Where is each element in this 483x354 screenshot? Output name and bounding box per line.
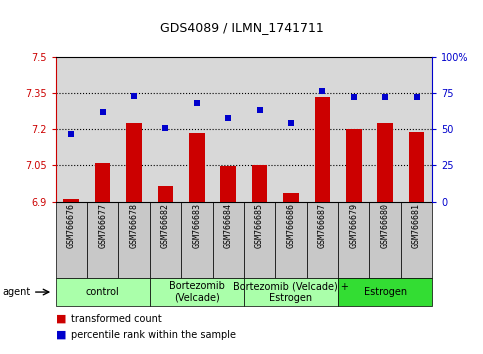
Bar <box>63 199 79 202</box>
Bar <box>314 97 330 202</box>
Bar <box>377 123 393 202</box>
Point <box>68 131 75 136</box>
Text: Estrogen: Estrogen <box>364 287 407 297</box>
Bar <box>220 166 236 202</box>
Text: ■: ■ <box>56 314 66 324</box>
Bar <box>95 163 111 202</box>
Text: Bortezomib (Velcade) +
Estrogen: Bortezomib (Velcade) + Estrogen <box>233 281 349 303</box>
Text: agent: agent <box>2 287 30 297</box>
Point <box>130 93 138 99</box>
Point <box>161 125 170 131</box>
Text: percentile rank within the sample: percentile rank within the sample <box>71 330 236 339</box>
Bar <box>126 123 142 202</box>
Text: Bortezomib
(Velcade): Bortezomib (Velcade) <box>169 281 225 303</box>
Point <box>99 109 107 115</box>
Point <box>382 95 389 100</box>
Bar <box>189 133 205 202</box>
Point <box>193 100 201 106</box>
Point <box>319 88 327 94</box>
Text: GDS4089 / ILMN_1741711: GDS4089 / ILMN_1741711 <box>159 21 324 34</box>
Point <box>412 95 420 100</box>
Point <box>224 115 232 120</box>
Text: control: control <box>86 287 119 297</box>
Point <box>350 95 357 100</box>
Bar <box>252 165 268 202</box>
Bar <box>346 129 362 202</box>
Text: transformed count: transformed count <box>71 314 162 324</box>
Point <box>256 108 264 113</box>
Point <box>287 121 295 126</box>
Bar <box>283 193 299 202</box>
Bar <box>409 132 425 202</box>
Bar <box>157 186 173 202</box>
Text: ■: ■ <box>56 330 66 339</box>
